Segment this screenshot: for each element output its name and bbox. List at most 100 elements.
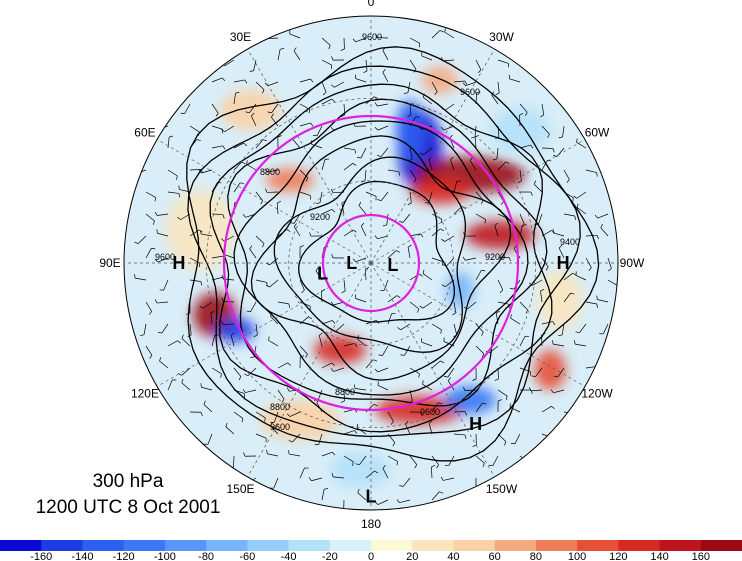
height-contour	[250, 135, 512, 381]
wind-barb	[321, 362, 332, 369]
wind-barb	[475, 270, 482, 281]
wind-barb-feather	[176, 175, 178, 180]
wind-barb-feather	[281, 398, 285, 403]
wind-barb-feather	[444, 464, 449, 467]
wind-barb-feather	[331, 98, 336, 103]
wind-barb	[602, 323, 609, 335]
meridian-line	[247, 48, 372, 264]
wind-barb-feather	[462, 82, 466, 86]
wind-barb	[475, 402, 483, 413]
colorbar-swatch	[453, 540, 496, 551]
wind-barb-feather	[270, 422, 273, 427]
wind-barb	[365, 359, 374, 369]
wind-barb	[233, 79, 245, 83]
wind-barb	[563, 169, 570, 180]
wind-barb-feather	[464, 434, 467, 439]
wind-barb	[409, 147, 413, 159]
wind-barb-feather	[221, 129, 225, 133]
wind-barb	[387, 455, 398, 462]
wind-barb-feather	[299, 245, 304, 248]
height-contour	[273, 156, 467, 353]
wind-barb	[497, 301, 509, 305]
wind-barb	[255, 323, 258, 335]
colorbar-tick-label: 80	[530, 551, 542, 561]
wind-barb	[409, 191, 412, 203]
wind-barb	[382, 72, 389, 83]
wind-barb	[497, 161, 506, 171]
colorbar-tick-label: 160	[692, 551, 710, 561]
wind-barb-feather	[450, 156, 454, 160]
wind-barb	[343, 229, 354, 237]
anomaly-blob	[410, 176, 470, 204]
wind-barb-feather	[574, 413, 577, 418]
wind-barb-feather	[500, 201, 504, 205]
wind-barb	[422, 301, 433, 309]
wind-barb	[333, 476, 345, 479]
wind-barb-feather	[405, 420, 409, 425]
wind-barb-feather	[341, 290, 346, 294]
wind-barb	[380, 191, 389, 201]
wind-barb-feather	[403, 92, 408, 94]
wind-barb-feather	[134, 241, 139, 244]
anomaly-blob	[490, 108, 550, 152]
colorbar-swatch	[0, 540, 42, 551]
wind-barb-feather	[178, 185, 180, 190]
wind-barb-feather	[574, 340, 576, 345]
wind-barb	[277, 49, 281, 61]
wind-barb	[211, 145, 223, 149]
wind-barb-feather	[407, 114, 412, 118]
wind-barb	[399, 499, 411, 504]
wind-barb-feather	[221, 320, 224, 325]
wind-barb	[245, 389, 257, 393]
wind-barb-feather	[439, 491, 444, 494]
wind-barb	[145, 248, 152, 259]
anomaly-blob	[330, 452, 390, 488]
high-pressure-marker: H	[557, 253, 570, 273]
wind-barb	[211, 77, 223, 83]
wind-barb	[211, 367, 222, 375]
wind-barb-feather	[266, 449, 268, 454]
wind-barb	[497, 279, 504, 291]
wind-barb	[233, 182, 241, 193]
wind-barb	[453, 181, 458, 193]
wind-barb	[167, 379, 173, 391]
wind-barb-feather	[315, 267, 319, 272]
wind-barb-feather	[472, 444, 477, 447]
wind-barb-feather	[572, 197, 574, 202]
wind-barb	[253, 59, 257, 71]
wind-barb-feather	[277, 135, 282, 138]
wind-barb-feather	[499, 289, 504, 294]
wind-barb	[402, 477, 411, 487]
wind-barb-feather	[540, 114, 544, 118]
colorbar-tick-label: -120	[113, 551, 135, 561]
wind-barb	[255, 279, 267, 283]
wind-barb-feather	[477, 69, 482, 74]
anomaly-blob	[375, 396, 465, 424]
wind-barb-feather	[434, 91, 438, 95]
wind-barb-feather	[378, 354, 383, 356]
wind-barb	[443, 477, 455, 481]
wind-barb	[317, 389, 323, 401]
wind-barb-feather	[377, 199, 382, 201]
wind-barb	[159, 360, 169, 369]
wind-barb-feather	[293, 223, 297, 227]
wind-barb-feather	[331, 209, 336, 213]
wind-barb-feather	[461, 206, 466, 209]
wind-barb	[233, 93, 236, 105]
wind-barb	[233, 411, 244, 419]
wind-barbs	[132, 28, 618, 510]
wind-barb	[541, 321, 553, 325]
colorbar-swatch	[494, 540, 537, 551]
wind-barb-feather	[243, 452, 246, 457]
wind-barb	[292, 139, 301, 149]
wind-barb	[444, 31, 455, 39]
wind-barb-feather	[288, 450, 290, 455]
wind-barb	[519, 169, 522, 181]
contour-label: 9600	[460, 87, 480, 97]
wind-barb-feather	[199, 305, 204, 309]
time-label: 1200 UTC 8 Oct 2001	[35, 497, 221, 518]
wind-barb-feather	[437, 402, 442, 404]
wind-barb-feather	[392, 442, 396, 447]
wind-barb	[382, 50, 389, 61]
wind-barb	[201, 169, 213, 174]
